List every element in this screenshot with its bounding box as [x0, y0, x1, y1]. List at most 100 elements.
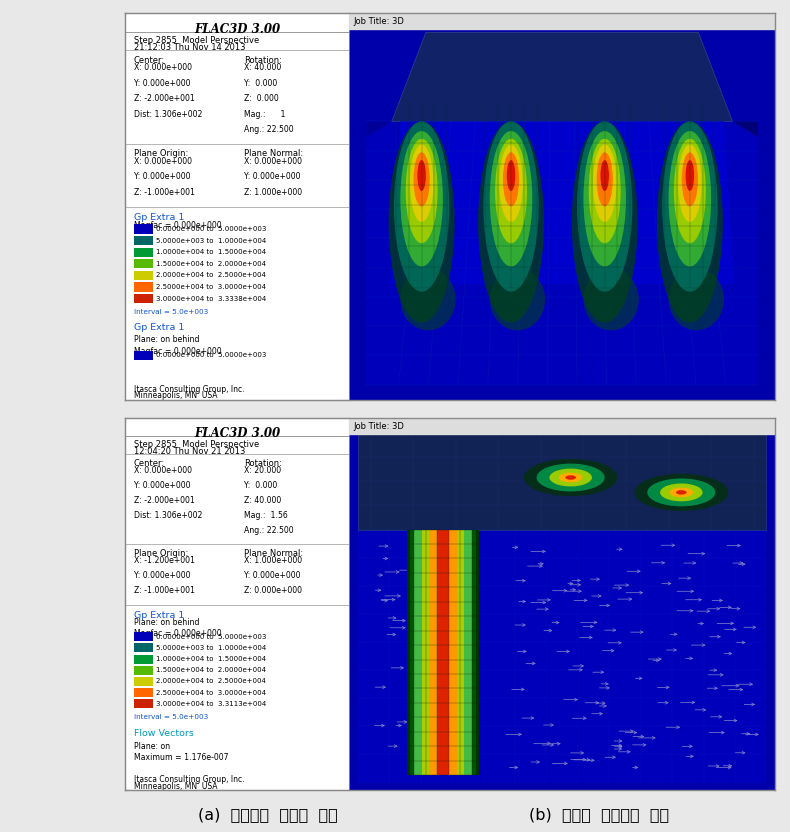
- Text: Flow Vectors: Flow Vectors: [134, 729, 194, 738]
- Ellipse shape: [593, 145, 616, 222]
- Text: Plane Normal:: Plane Normal:: [244, 549, 303, 558]
- Text: 1.5000e+004 to  2.0000e+004: 1.5000e+004 to 2.0000e+004: [156, 260, 266, 267]
- Ellipse shape: [495, 139, 527, 243]
- Text: X: 0.000e+000: X: 0.000e+000: [134, 63, 192, 72]
- Text: Dist: 1.306e+002: Dist: 1.306e+002: [134, 110, 202, 119]
- Bar: [134, 655, 153, 664]
- Text: Step 2855  Model Perspective: Step 2855 Model Perspective: [134, 37, 259, 45]
- Text: FLAC3D 3.00: FLAC3D 3.00: [194, 428, 280, 440]
- Bar: [134, 259, 153, 269]
- Text: Y:  0.000: Y: 0.000: [244, 79, 277, 88]
- Ellipse shape: [676, 490, 687, 495]
- Ellipse shape: [572, 121, 638, 323]
- Text: Mag.:  1.56: Mag.: 1.56: [244, 511, 288, 520]
- Ellipse shape: [499, 145, 523, 222]
- Ellipse shape: [583, 131, 626, 266]
- Ellipse shape: [410, 145, 434, 222]
- Text: Job Title: 3D: Job Title: 3D: [353, 17, 404, 26]
- Polygon shape: [367, 121, 758, 384]
- Text: (b)  지하수  유동방향  단면: (b) 지하수 유동방향 단면: [529, 807, 670, 822]
- Text: Z: -1.000e+001: Z: -1.000e+001: [134, 586, 195, 595]
- Text: Y: 0.000e+000: Y: 0.000e+000: [244, 572, 300, 580]
- Ellipse shape: [405, 139, 438, 243]
- Ellipse shape: [686, 160, 694, 191]
- Text: X: 20.000: X: 20.000: [244, 467, 281, 475]
- Ellipse shape: [577, 121, 632, 292]
- Text: Maximum = 1.176e-007: Maximum = 1.176e-007: [134, 753, 228, 762]
- Polygon shape: [358, 433, 766, 530]
- Bar: [134, 270, 153, 280]
- Text: 2.0000e+004 to  2.5000e+004: 2.0000e+004 to 2.5000e+004: [156, 678, 266, 685]
- Polygon shape: [367, 121, 392, 384]
- Ellipse shape: [413, 152, 430, 206]
- Text: 1.0000e+004 to  1.5000e+004: 1.0000e+004 to 1.5000e+004: [156, 249, 266, 255]
- Bar: [134, 677, 153, 686]
- Text: X: 40.000: X: 40.000: [244, 63, 281, 72]
- Ellipse shape: [506, 160, 515, 191]
- Polygon shape: [383, 121, 741, 384]
- Bar: [134, 351, 153, 360]
- Text: 5.0000e+003 to  1.0000e+004: 5.0000e+003 to 1.0000e+004: [156, 645, 267, 651]
- Bar: [437, 530, 449, 775]
- Bar: [422, 530, 464, 775]
- Ellipse shape: [566, 475, 576, 480]
- Text: Z: -1.000e+001: Z: -1.000e+001: [134, 188, 195, 197]
- Text: Magfac = 0.000e+000: Magfac = 0.000e+000: [134, 347, 221, 356]
- Bar: [134, 294, 153, 303]
- Text: Gp Extra 1: Gp Extra 1: [134, 611, 184, 620]
- Text: (a)  그라우트  주입공  단면: (a) 그라우트 주입공 단면: [198, 807, 338, 822]
- Text: Job Title: 3D: Job Title: 3D: [353, 422, 404, 431]
- Ellipse shape: [678, 145, 702, 222]
- Ellipse shape: [490, 269, 545, 330]
- Text: Itasca Consulting Group, Inc.: Itasca Consulting Group, Inc.: [134, 775, 244, 784]
- Text: Magfac = 0.000e+000: Magfac = 0.000e+000: [134, 221, 221, 230]
- Text: Gp Extra 1: Gp Extra 1: [134, 214, 184, 222]
- Text: Z: 0.000e+000: Z: 0.000e+000: [244, 586, 302, 595]
- Text: Y: 0.000e+000: Y: 0.000e+000: [134, 172, 190, 181]
- Text: Rotation:: Rotation:: [244, 459, 282, 468]
- Ellipse shape: [647, 478, 716, 507]
- Text: Ang.: 22.500: Ang.: 22.500: [244, 126, 293, 134]
- Text: 0.0000e+000 to  5.0000e+003: 0.0000e+000 to 5.0000e+003: [156, 634, 267, 640]
- Ellipse shape: [417, 160, 426, 191]
- Text: Plane Normal:: Plane Normal:: [244, 149, 303, 158]
- Text: 5.0000e+003 to  1.0000e+004: 5.0000e+003 to 1.0000e+004: [156, 238, 267, 244]
- Text: Z: 1.000e+000: Z: 1.000e+000: [244, 188, 302, 197]
- Text: Mag.:      1: Mag.: 1: [244, 110, 285, 119]
- Ellipse shape: [589, 139, 621, 243]
- Polygon shape: [392, 32, 732, 121]
- Polygon shape: [732, 121, 758, 384]
- Ellipse shape: [559, 473, 582, 483]
- Bar: [134, 282, 153, 292]
- Text: FLAC3D 3.00: FLAC3D 3.00: [194, 22, 280, 36]
- Ellipse shape: [389, 121, 454, 323]
- Bar: [134, 666, 153, 675]
- Text: X: -1.200e+001: X: -1.200e+001: [134, 557, 195, 566]
- Text: Y:  0.000: Y: 0.000: [244, 481, 277, 490]
- Text: 0.0000e+000 to  5.0000e+003: 0.0000e+000 to 5.0000e+003: [156, 226, 267, 232]
- Text: Plane Origin:: Plane Origin:: [134, 549, 188, 558]
- Bar: [414, 530, 472, 775]
- Ellipse shape: [401, 131, 443, 266]
- Polygon shape: [367, 284, 758, 384]
- Text: Rotation:: Rotation:: [244, 56, 282, 65]
- Text: Plane: on behind: Plane: on behind: [134, 618, 199, 627]
- Ellipse shape: [536, 463, 604, 492]
- Ellipse shape: [490, 131, 532, 266]
- Text: 2.0000e+004 to  2.5000e+004: 2.0000e+004 to 2.5000e+004: [156, 272, 266, 279]
- Text: 2.5000e+004 to  3.0000e+004: 2.5000e+004 to 3.0000e+004: [156, 284, 266, 290]
- Text: 2.5000e+004 to  3.0000e+004: 2.5000e+004 to 3.0000e+004: [156, 690, 266, 696]
- Ellipse shape: [478, 121, 544, 323]
- Bar: [407, 530, 480, 775]
- Text: 3.0000e+004 to  3.3338e+004: 3.0000e+004 to 3.3338e+004: [156, 295, 267, 302]
- Text: Gp Extra 1: Gp Extra 1: [134, 323, 184, 332]
- Polygon shape: [358, 530, 766, 783]
- Text: X: 0.000e+000: X: 0.000e+000: [134, 467, 192, 475]
- Ellipse shape: [634, 473, 728, 511]
- Ellipse shape: [670, 488, 693, 498]
- Bar: [429, 530, 457, 775]
- Text: Plane: on: Plane: on: [134, 742, 170, 751]
- Bar: [134, 225, 153, 234]
- Ellipse shape: [394, 121, 450, 292]
- Bar: [134, 236, 153, 245]
